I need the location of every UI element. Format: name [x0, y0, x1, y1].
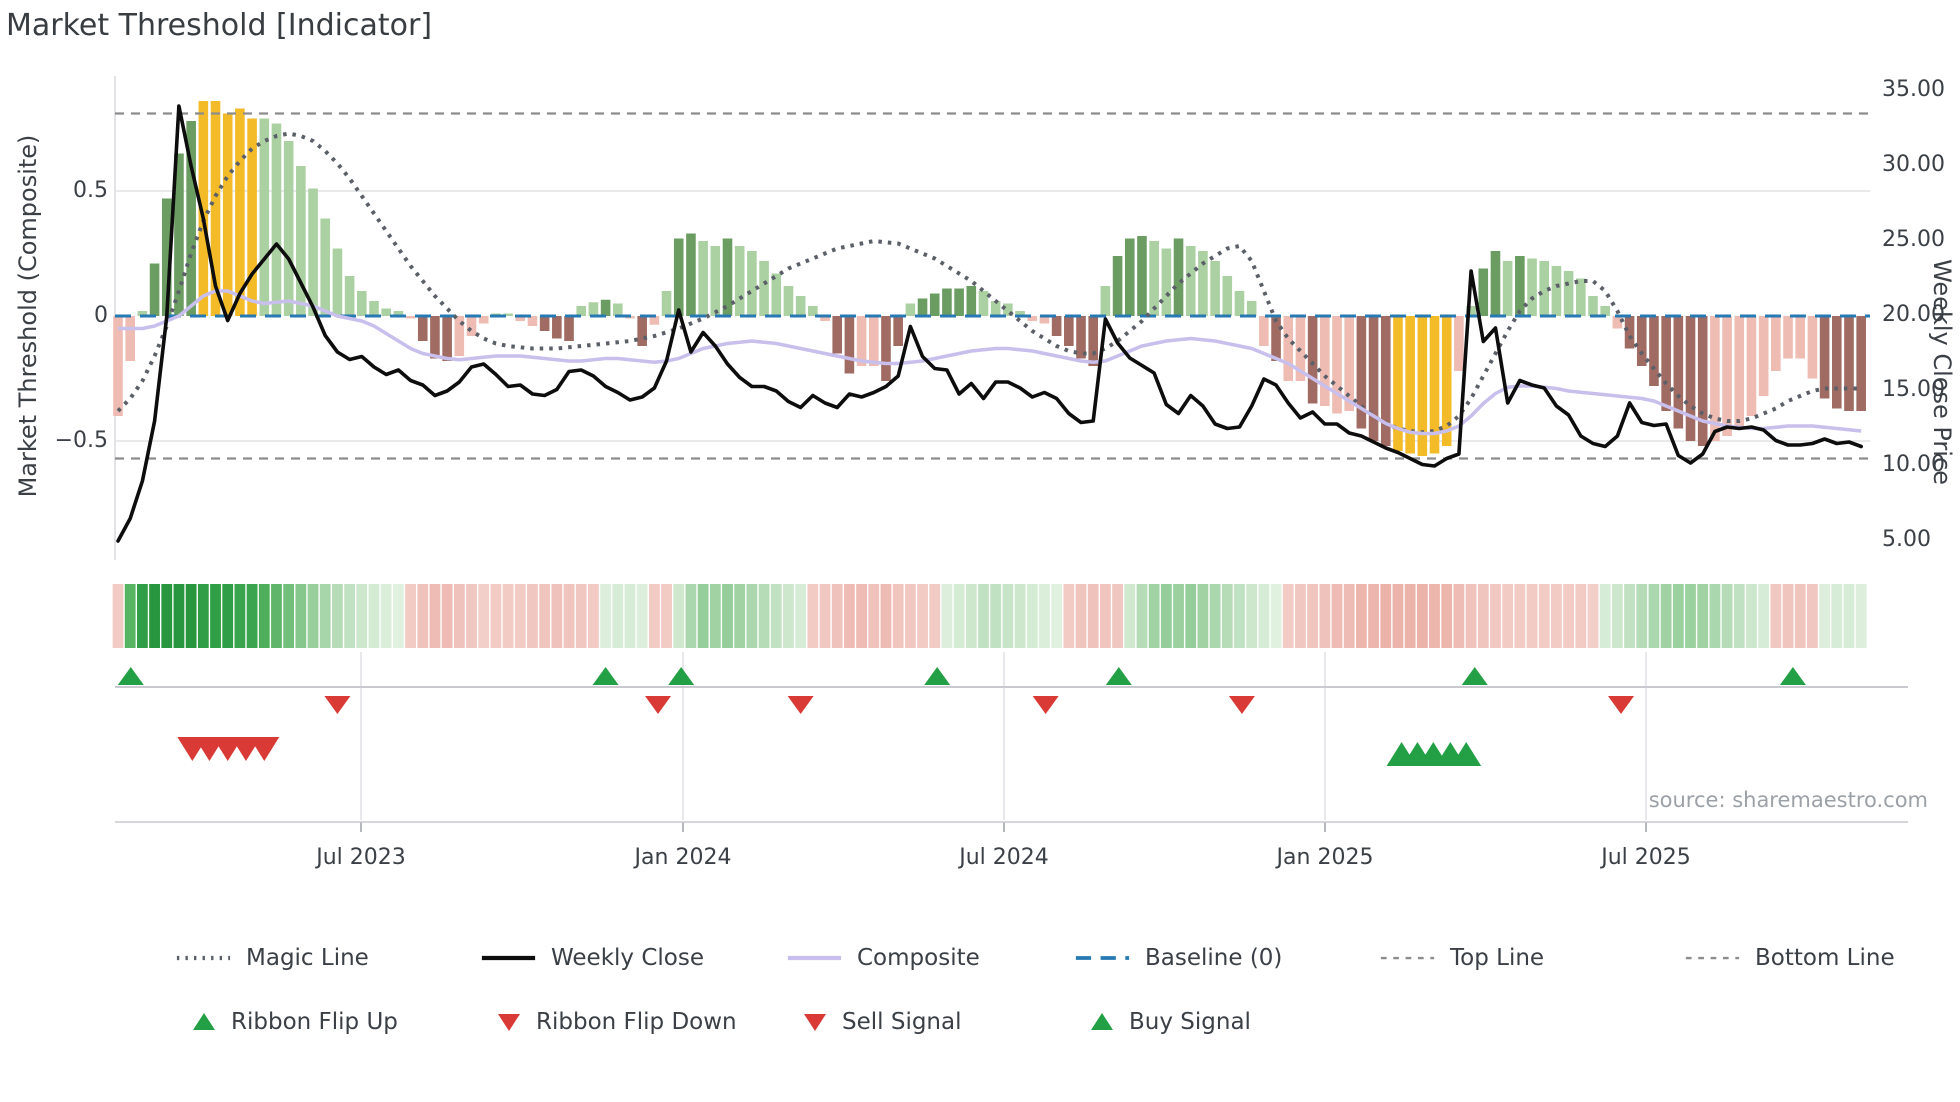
magic-line — [116, 131, 1862, 435]
baseline-swatch-icon — [1075, 956, 1130, 960]
ribbon-flip-up-marker — [1779, 667, 1806, 685]
ribbon-flip-down-marker — [1228, 696, 1255, 714]
ribbon-flip-up-marker — [117, 667, 144, 685]
composite-bars — [113, 101, 1866, 456]
right-ytick-20: 20.00 — [1882, 302, 1945, 327]
signal-markers — [117, 667, 1806, 766]
xtick-jul-2023: Jul 2023 — [316, 845, 406, 870]
legend-label: Ribbon Flip Up — [231, 1009, 398, 1035]
right-ytick-15: 15.00 — [1882, 377, 1945, 402]
ribbon-flip-up-marker — [924, 667, 951, 685]
source-attribution: source: sharemaestro.com — [1648, 788, 1928, 812]
left-ytick-0: 0 — [94, 303, 108, 328]
series-lines — [116, 104, 1863, 543]
reference-lines — [115, 112, 1870, 460]
xtick-jul-2024: Jul 2024 — [959, 845, 1049, 870]
legend-label: Ribbon Flip Down — [536, 1009, 737, 1035]
legend-label: Magic Line — [246, 945, 369, 971]
right-ytick-10: 10.00 — [1882, 452, 1945, 477]
weekly-close-swatch-icon — [481, 955, 536, 961]
sell-signal-marker — [249, 737, 280, 761]
triangle-down-icon — [804, 1014, 826, 1031]
legend-label: Composite — [857, 945, 980, 971]
grid — [114, 76, 1908, 832]
ribbon-flip-up-marker — [1461, 667, 1488, 685]
legend-item-ribbon-flip-up: Ribbon Flip Up — [191, 1007, 398, 1037]
legend-label: Top Line — [1450, 945, 1545, 971]
bottom-line-swatch-icon — [1685, 956, 1740, 960]
xtick-jul-2025: Jul 2025 — [1601, 845, 1691, 870]
ribbon-flip-down-marker — [645, 696, 672, 714]
legend-label: Sell Signal — [842, 1009, 962, 1035]
ribbon-flip-down-marker — [1608, 696, 1635, 714]
legend-item-bottom-line: Bottom Line — [1684, 943, 1895, 973]
composite-swatch-icon — [787, 955, 842, 961]
legend-item-sell-signal: Sell Signal — [802, 1007, 962, 1037]
ribbon-strip — [112, 584, 1867, 648]
legend-item-buy-signal: Buy Signal — [1089, 1007, 1251, 1037]
legend-item-weekly-close: Weekly Close — [480, 943, 704, 973]
xtick-jan-2024: Jan 2024 — [634, 845, 732, 870]
legend-item-ribbon-flip-down: Ribbon Flip Down — [496, 1007, 737, 1037]
ribbon-flip-down-marker — [324, 696, 351, 714]
legend-item-magic-line: Magic Line — [175, 943, 369, 973]
triangle-up-icon — [1091, 1013, 1113, 1030]
triangle-up-icon — [193, 1013, 215, 1030]
ribbon-flip-down-marker — [787, 696, 814, 714]
magic-line-swatch-icon — [176, 955, 231, 961]
right-ytick-5: 5.00 — [1882, 527, 1931, 552]
buy-signal-marker — [1451, 742, 1482, 766]
weekly-close-line — [116, 104, 1863, 543]
legend-label: Baseline (0) — [1145, 945, 1283, 971]
legend-label: Bottom Line — [1755, 945, 1895, 971]
page-title: Market Threshold [Indicator] — [6, 8, 433, 43]
ribbon-flip-up-marker — [592, 667, 619, 685]
left-ytick-0.5: 0.5 — [73, 178, 108, 203]
composite-line — [118, 289, 1862, 436]
legend-item-top-line: Top Line — [1379, 943, 1544, 973]
left-ytick-neg0.5: −0.5 — [54, 428, 108, 453]
ribbon-flip-up-marker — [668, 667, 695, 685]
legend-item-composite: Composite — [786, 943, 980, 973]
right-ytick-35: 35.00 — [1882, 77, 1945, 102]
top-line-swatch-icon — [1380, 956, 1435, 960]
right-ytick-30: 30.00 — [1882, 152, 1945, 177]
xtick-jan-2025: Jan 2025 — [1276, 845, 1374, 870]
legend-item-baseline: Baseline (0) — [1074, 943, 1282, 973]
ribbon-flip-down-marker — [1032, 696, 1059, 714]
ribbon-flip-up-marker — [1105, 667, 1132, 685]
triangle-down-icon — [498, 1014, 520, 1031]
right-ytick-25: 25.00 — [1882, 227, 1945, 252]
legend-label: Buy Signal — [1129, 1009, 1251, 1035]
legend-label: Weekly Close — [551, 945, 704, 971]
